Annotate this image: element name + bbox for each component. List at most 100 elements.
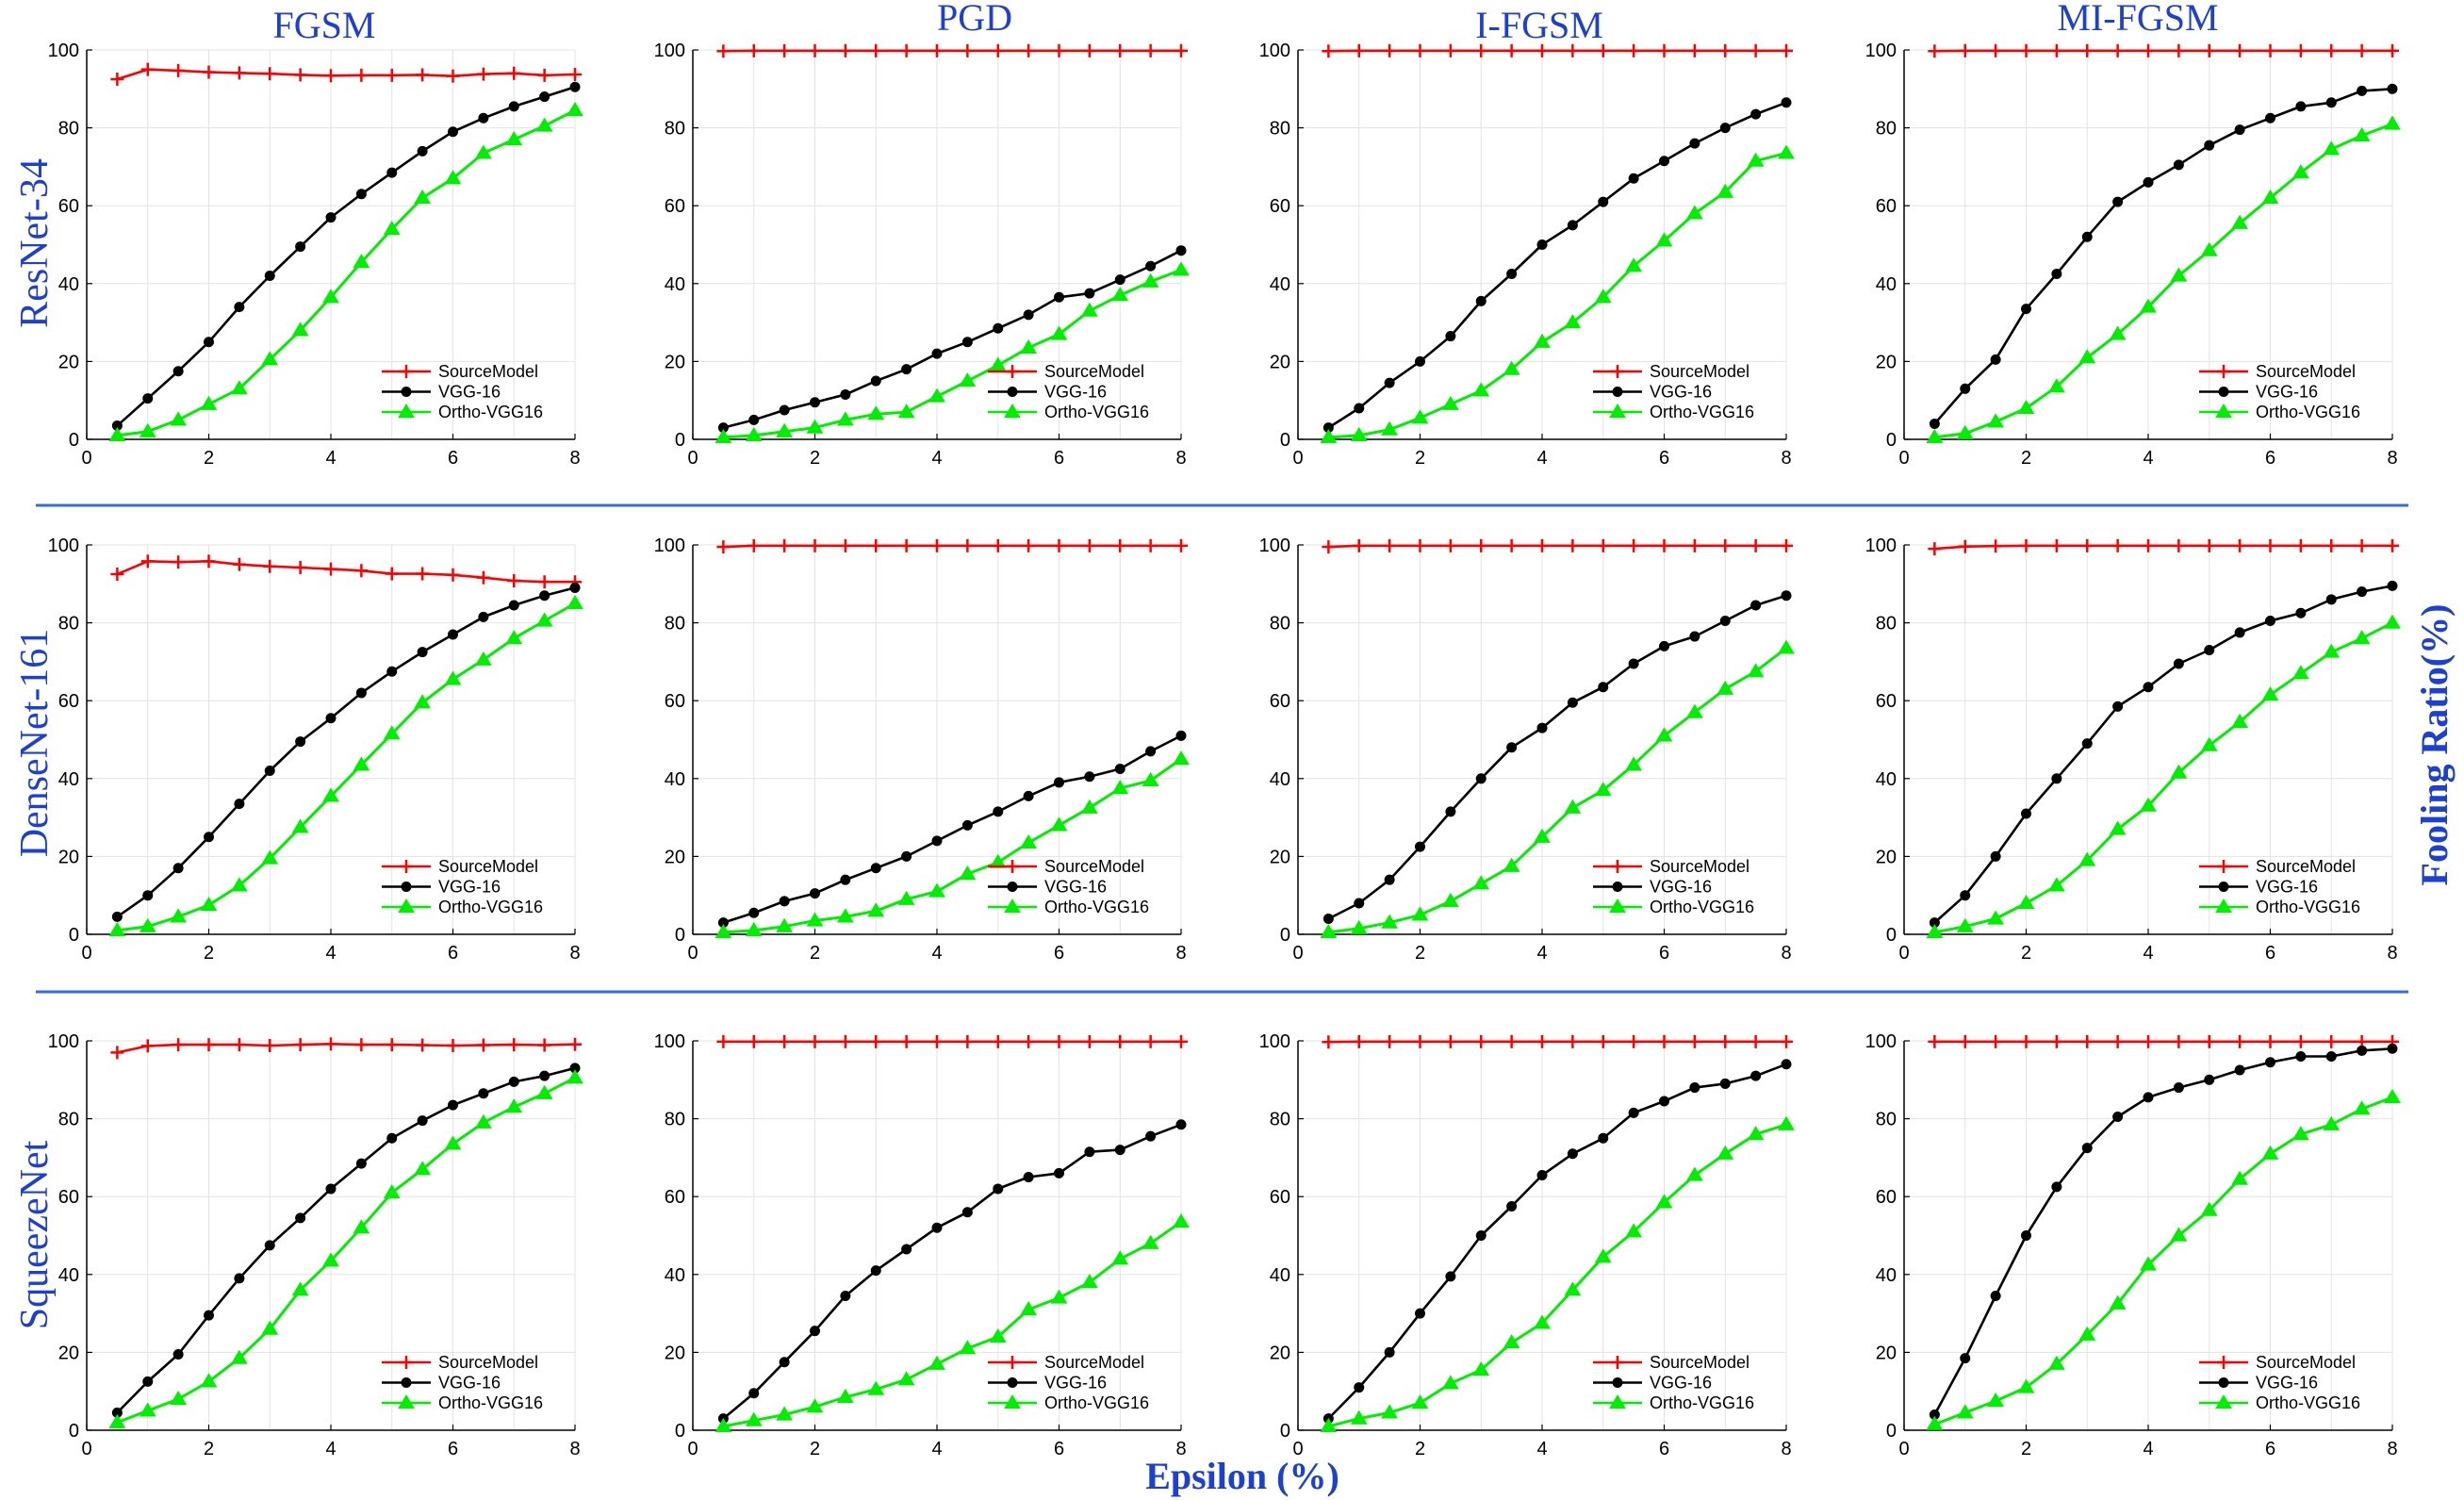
- marker-plus: [2019, 43, 2033, 58]
- legend-label: SourceModel: [2256, 857, 2356, 876]
- series-line: [1933, 88, 2393, 425]
- marker-circle: [1567, 697, 1578, 708]
- x-tick-label: 8: [1781, 943, 1791, 964]
- marker-triangle: [2078, 851, 2096, 866]
- marker-circle: [1689, 138, 1700, 149]
- marker-plus: [1596, 538, 1610, 552]
- marker-circle: [1175, 730, 1187, 741]
- marker-plus: [991, 43, 1005, 58]
- column-title: FGSM: [273, 4, 376, 46]
- marker-circle: [1354, 898, 1365, 909]
- marker-circle: [2295, 607, 2307, 618]
- x-tick-label: 2: [810, 1439, 820, 1459]
- y-tick-label: 40: [1876, 274, 1897, 295]
- marker-circle: [448, 126, 458, 138]
- marker-circle: [1750, 108, 1762, 120]
- marker-triangle: [1472, 875, 1490, 890]
- column-title: I-FGSM: [1475, 4, 1603, 46]
- marker-circle: [2218, 882, 2229, 892]
- marker-plus: [2080, 1034, 2094, 1048]
- marker-plus: [172, 1038, 186, 1052]
- marker-triangle: [1050, 1289, 1068, 1304]
- y-tick-label: 60: [1876, 691, 1897, 712]
- marker-circle: [2265, 112, 2275, 124]
- series-line: [116, 559, 575, 584]
- x-tick-label: 4: [325, 943, 336, 964]
- marker-triangle: [1655, 232, 1673, 247]
- marker-circle: [2204, 1074, 2215, 1085]
- marker-plus: [1143, 538, 1158, 552]
- y-tick-label: 0: [1280, 430, 1290, 451]
- marker-triangle: [170, 411, 187, 426]
- marker-triangle: [1987, 413, 2004, 428]
- marker-circle: [1659, 156, 1669, 167]
- marker-triangle: [398, 404, 415, 419]
- marker-circle: [355, 1158, 367, 1169]
- marker-plus: [507, 66, 521, 80]
- marker-circle: [448, 1099, 458, 1111]
- marker-circle: [1598, 1132, 1609, 1144]
- marker-plus: [1611, 860, 1624, 873]
- y-tick-label: 100: [48, 41, 79, 61]
- marker-circle: [2204, 645, 2215, 656]
- marker-circle: [1145, 1130, 1157, 1142]
- x-tick-label: 8: [1781, 1439, 1791, 1459]
- marker-circle: [142, 1376, 154, 1387]
- y-tick-label: 80: [665, 1110, 685, 1130]
- marker-triangle: [2078, 349, 2096, 364]
- y-tick-label: 80: [58, 614, 79, 635]
- x-tick-label: 2: [204, 448, 214, 469]
- legend-label: SourceModel: [1650, 362, 1749, 381]
- marker-triangle: [1609, 404, 1626, 419]
- x-tick-label: 2: [2021, 943, 2031, 964]
- x-tick-label: 0: [81, 943, 91, 964]
- marker-triangle: [1625, 257, 1642, 272]
- legend-label: VGG-16: [438, 383, 501, 402]
- subplot: 0 2 4 6 8020406080100SourceModelVGG-16Ortho-…: [1259, 41, 1795, 469]
- marker-triangle: [776, 422, 793, 437]
- series-vgg-16: [1929, 83, 2398, 429]
- marker-plus: [385, 1038, 399, 1052]
- marker-plus: [1504, 43, 1519, 58]
- marker-triangle: [567, 102, 583, 117]
- marker-plus: [2019, 538, 2033, 552]
- marker-circle: [1145, 746, 1157, 757]
- series-ortho-vgg16: [715, 1213, 1190, 1432]
- legend-label: SourceModel: [2256, 362, 2356, 381]
- marker-circle: [417, 647, 428, 658]
- marker-circle: [931, 1222, 943, 1233]
- marker-triangle: [897, 890, 915, 905]
- marker-plus: [1749, 1034, 1763, 1048]
- marker-triangle: [353, 756, 370, 771]
- legend-label: VGG-16: [2256, 878, 2318, 897]
- marker-triangle: [2109, 820, 2127, 835]
- marker-circle: [1960, 1353, 1971, 1364]
- series-line: [1328, 1123, 1787, 1428]
- marker-circle: [961, 1207, 973, 1218]
- marker-plus: [808, 538, 822, 552]
- marker-plus: [476, 570, 490, 585]
- marker-triangle: [1686, 1166, 1703, 1181]
- marker-circle: [386, 167, 398, 178]
- x-tick-label: 2: [810, 943, 820, 964]
- subplot: 0 2 4 6 8020406080100SourceModelVGG-16Ortho-…: [48, 1031, 583, 1459]
- marker-circle: [1384, 377, 1395, 388]
- marker-circle: [1719, 123, 1731, 134]
- marker-plus: [1352, 538, 1366, 552]
- series-sourcemodel: [716, 43, 1188, 58]
- x-tick-label: 4: [2143, 1439, 2153, 1459]
- marker-plus: [476, 1038, 490, 1052]
- marker-triangle: [291, 1281, 309, 1296]
- y-tick-label: 100: [1865, 536, 1897, 556]
- marker-plus: [1566, 43, 1580, 58]
- x-tick-label: 6: [2265, 1439, 2275, 1459]
- marker-circle: [1990, 850, 2001, 862]
- marker-plus: [568, 1037, 582, 1051]
- marker-circle: [1628, 658, 1639, 669]
- marker-triangle: [291, 818, 309, 833]
- marker-triangle: [959, 1340, 977, 1355]
- marker-plus: [140, 554, 155, 569]
- series-line: [722, 1123, 1182, 1420]
- marker-circle: [204, 337, 214, 348]
